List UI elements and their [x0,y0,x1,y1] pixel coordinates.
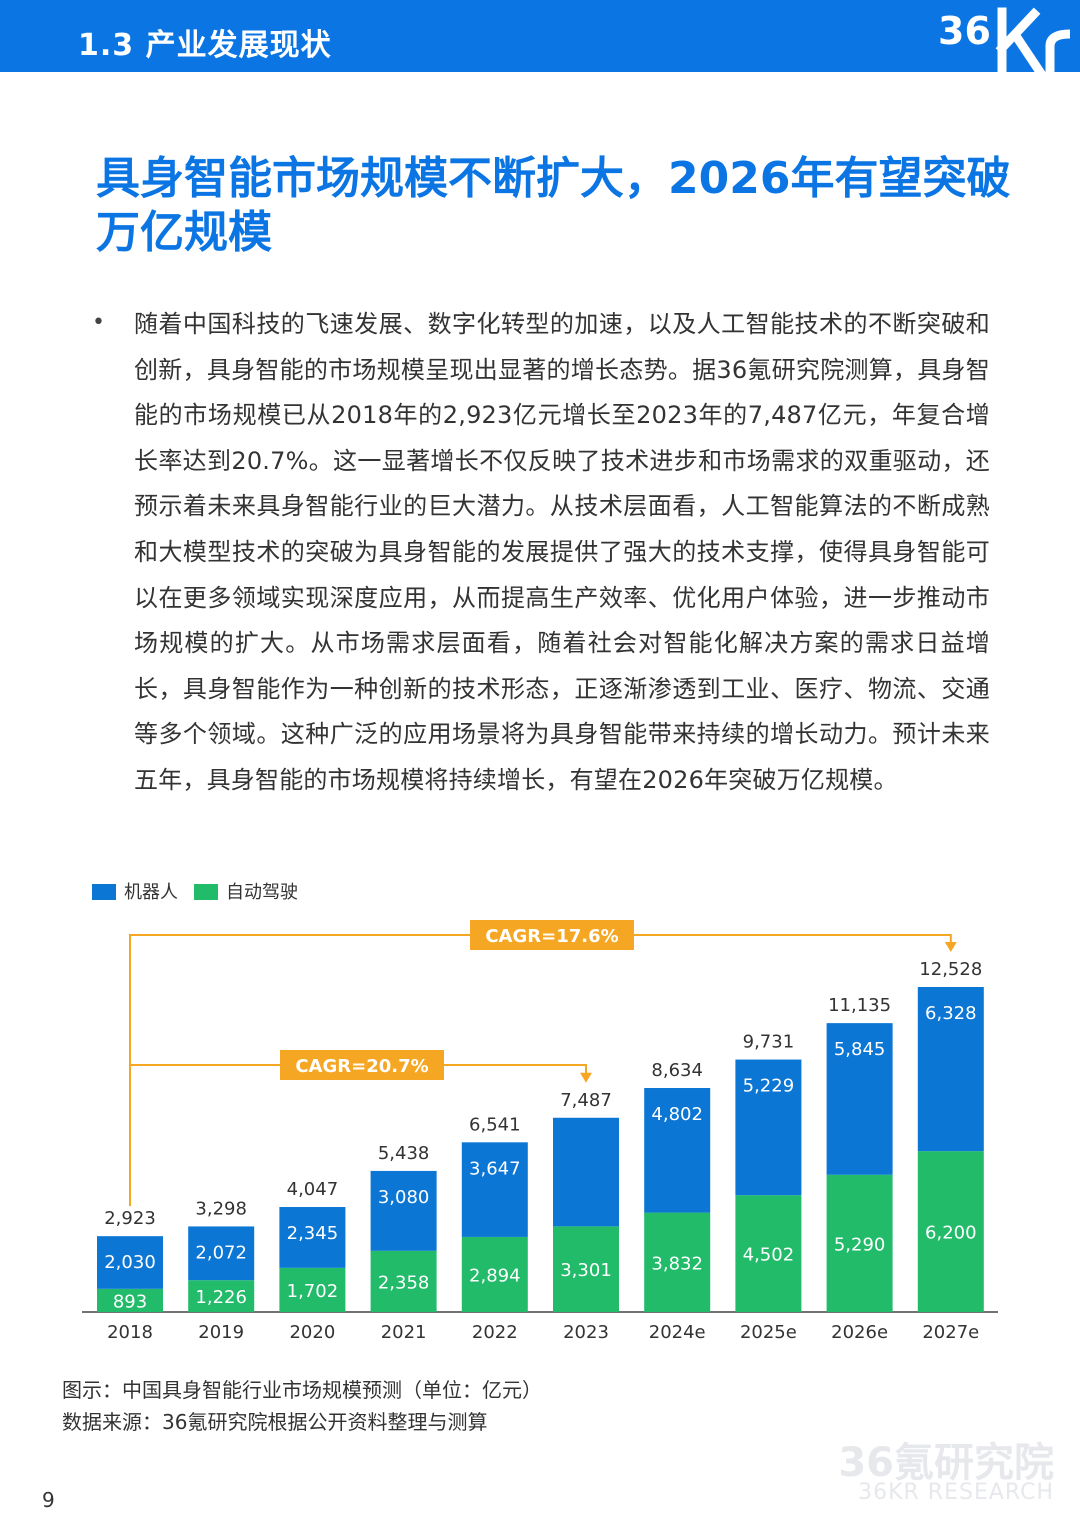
legend-label: 机器人 [124,882,178,903]
data-label-total: 8,634 [651,1060,703,1081]
legend-label: 自动驾驶 [226,882,298,903]
x-tick-label: 2023 [563,1322,609,1343]
section-title: 1.3 产业发展现状 [78,28,332,63]
data-label-autonomous-driving: 2,894 [469,1265,521,1286]
data-label-robot: 6,328 [925,1003,977,1024]
stacked-bar-chart: 机器人 自动驾驶 CAGR=17.6% CAGR=20.7% 893 2,030 2,923… [82,882,998,1343]
bar-robot [735,1059,802,1196]
bar-autonomous-driving [735,1195,802,1312]
data-label-total: 11,135 [828,995,891,1016]
data-label-total: 3,298 [195,1198,247,1219]
bar-autonomous-driving [826,1174,893,1312]
watermark-cn: 36氪研究院 [838,1440,1054,1486]
x-tick-label: 2025e [740,1322,797,1343]
data-label-robot: 5,845 [834,1039,886,1060]
36kr-logo-icon: 36 [938,7,1071,72]
bar-robot [188,1226,255,1281]
data-label-total: 6,541 [469,1114,521,1135]
x-tick-label: 2018 [107,1322,153,1343]
bar-robot [553,1117,619,1227]
data-label-robot: 3,647 [469,1158,521,1179]
x-tick-label: 2020 [289,1322,335,1343]
bullet-icon: • [92,310,105,335]
bar-autonomous-driving [644,1212,711,1312]
bar-robot [279,1207,346,1268]
bar-robot [97,1236,163,1289]
bar-autonomous-driving [370,1250,437,1312]
watermark-en: 36KR RESEARCH [858,1480,1054,1505]
page-headline: 具身智能市场规模不断扩大，2026年有望突破万亿规模 [96,153,1011,258]
x-tick-label: 2022 [472,1322,518,1343]
bar-autonomous-driving [188,1280,255,1312]
market-size-chart: 机器人 自动驾驶 CAGR=17.6% CAGR=20.7% 893 2,030 2,923… [0,860,1080,1360]
data-label-autonomous-driving: 2,358 [378,1272,430,1293]
cagr-arrow-icon [580,1072,592,1083]
cagr-arrow-icon [944,942,957,952]
bar-autonomous-driving [279,1267,346,1312]
data-label-total: 9,731 [743,1032,795,1053]
x-tick-label: 2019 [198,1322,244,1343]
bar-autonomous-driving [461,1236,528,1312]
data-label-total: 7,487 [560,1090,612,1111]
legend-swatch [92,884,116,900]
bar-robot [461,1142,528,1237]
data-label-total: 2,923 [104,1208,156,1229]
bar-robot [917,987,984,1152]
data-label-autonomous-driving: 3,832 [651,1253,703,1274]
data-label-robot: 5,229 [743,1076,795,1097]
data-label-autonomous-driving: 6,200 [925,1223,977,1244]
data-label-total: 5,438 [378,1143,430,1164]
bar-robot [644,1088,711,1213]
bar-autonomous-driving [97,1288,163,1312]
data-label-robot: 2,072 [195,1242,247,1263]
x-tick-label: 2027e [922,1322,979,1343]
data-label-autonomous-driving: 5,290 [834,1234,886,1255]
data-label-total: 4,047 [287,1179,339,1200]
data-label-total: 12,528 [919,959,982,980]
source-caption: 数据来源：36氪研究院根据公开资料整理与测算 [62,1410,488,1434]
data-label-robot: 2,345 [287,1223,339,1244]
data-label-autonomous-driving: 893 [113,1291,147,1312]
x-tick-label: 2024e [649,1322,706,1343]
data-label-autonomous-driving: 1,702 [287,1281,339,1302]
cagr-label: CAGR=17.6% [485,926,618,947]
data-label-robot: 3,080 [378,1187,430,1208]
bar-robot [370,1170,437,1251]
legend-swatch [194,884,218,900]
page-number: 9 [42,1488,55,1512]
figure-caption: 图示：中国具身智能行业市场规模预测（单位：亿元） [62,1378,542,1402]
data-label-autonomous-driving: 4,502 [743,1245,795,1266]
bar-autonomous-driving [917,1151,984,1312]
cagr-box [280,1050,444,1080]
data-label-autonomous-driving: 1,226 [195,1287,247,1308]
bar-robot [826,1023,893,1175]
cagr-box [470,920,634,950]
data-label-autonomous-driving: 3,301 [560,1260,612,1281]
bar-autonomous-driving [553,1226,619,1312]
x-tick-label: 2026e [831,1322,888,1343]
cagr-label: CAGR=20.7% [295,1056,428,1077]
body-paragraph: 随着中国科技的飞速发展、数字化转型的加速，以及人工智能技术的不断突破和创新，具身… [134,310,990,794]
section-header-bar: 1.3 产业发展现状 36 [0,0,1080,72]
data-label-robot: 2,030 [104,1252,156,1273]
svg-text:36: 36 [938,9,991,53]
data-label-robot: 4,802 [651,1104,703,1125]
x-tick-label: 2021 [381,1322,427,1343]
